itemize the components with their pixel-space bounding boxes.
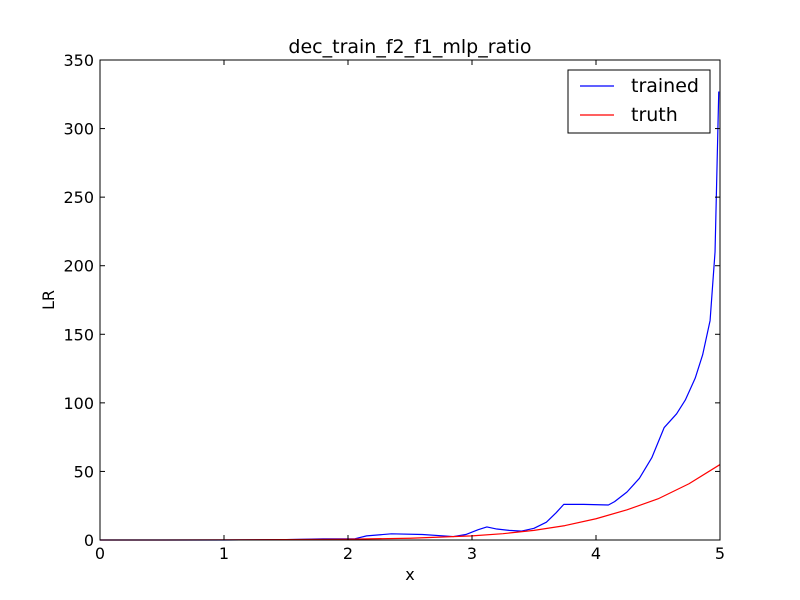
y-tick-label: 0: [84, 531, 94, 550]
x-tick-label: 5: [715, 544, 725, 563]
y-tick-label: 250: [63, 188, 94, 207]
legend-box: [567, 69, 711, 134]
y-tick-label: 300: [63, 120, 94, 139]
x-tick-label: 4: [591, 544, 601, 563]
x-tick-label: 0: [95, 544, 105, 563]
y-axis-label: LR: [39, 290, 58, 310]
x-tick-label: 2: [343, 544, 353, 563]
series-line-trained: [100, 91, 720, 541]
legend-label-truth: truth: [631, 104, 678, 126]
plot-frame: [99, 59, 721, 541]
y-tick-label: 100: [63, 394, 94, 413]
x-axis-label: x: [405, 565, 414, 584]
y-tick-label: 200: [63, 257, 94, 276]
legend: trained truth: [567, 69, 711, 134]
chart-title: dec_train_f2_f1_mlp_ratio: [288, 36, 531, 58]
y-tick-label: 350: [63, 51, 94, 70]
y-tick-label: 50: [74, 462, 94, 481]
legend-label-trained: trained: [631, 75, 699, 97]
y-tick-label: 150: [63, 325, 94, 344]
x-tick-label: 3: [467, 544, 477, 563]
x-tick-label: 1: [219, 544, 229, 563]
